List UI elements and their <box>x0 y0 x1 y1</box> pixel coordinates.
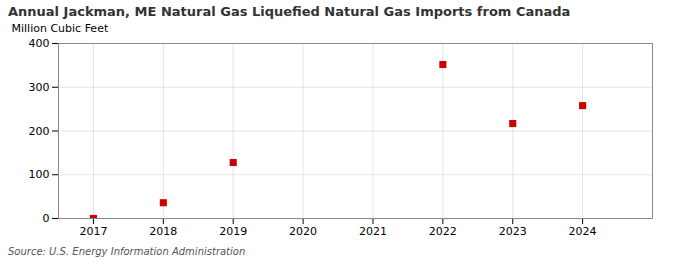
svg-text:2019: 2019 <box>219 225 247 238</box>
svg-text:Million Cubic Feet: Million Cubic Feet <box>12 22 109 35</box>
svg-text:100: 100 <box>29 168 50 181</box>
svg-text:300: 300 <box>29 81 50 94</box>
html-text:Annual Jackman, ME Natural Gas: Annual Jackman, ME Natural Gas Liquefied… <box>8 4 571 19</box>
svg-text:200: 200 <box>29 125 50 138</box>
svg-text:2021: 2021 <box>359 225 387 238</box>
svg-text:400: 400 <box>29 37 50 50</box>
svg-text:2022: 2022 <box>429 225 457 238</box>
svg-text:0: 0 <box>43 212 50 225</box>
svg-text:2024: 2024 <box>569 225 597 238</box>
html-text:Source: U.S. Energy Informatio: Source: U.S. Energy Information Administ… <box>8 246 246 257</box>
svg-text:2017: 2017 <box>79 225 107 238</box>
svg-text:2020: 2020 <box>289 225 317 238</box>
svg-text:2023: 2023 <box>499 225 527 238</box>
svg-text:2018: 2018 <box>149 225 177 238</box>
